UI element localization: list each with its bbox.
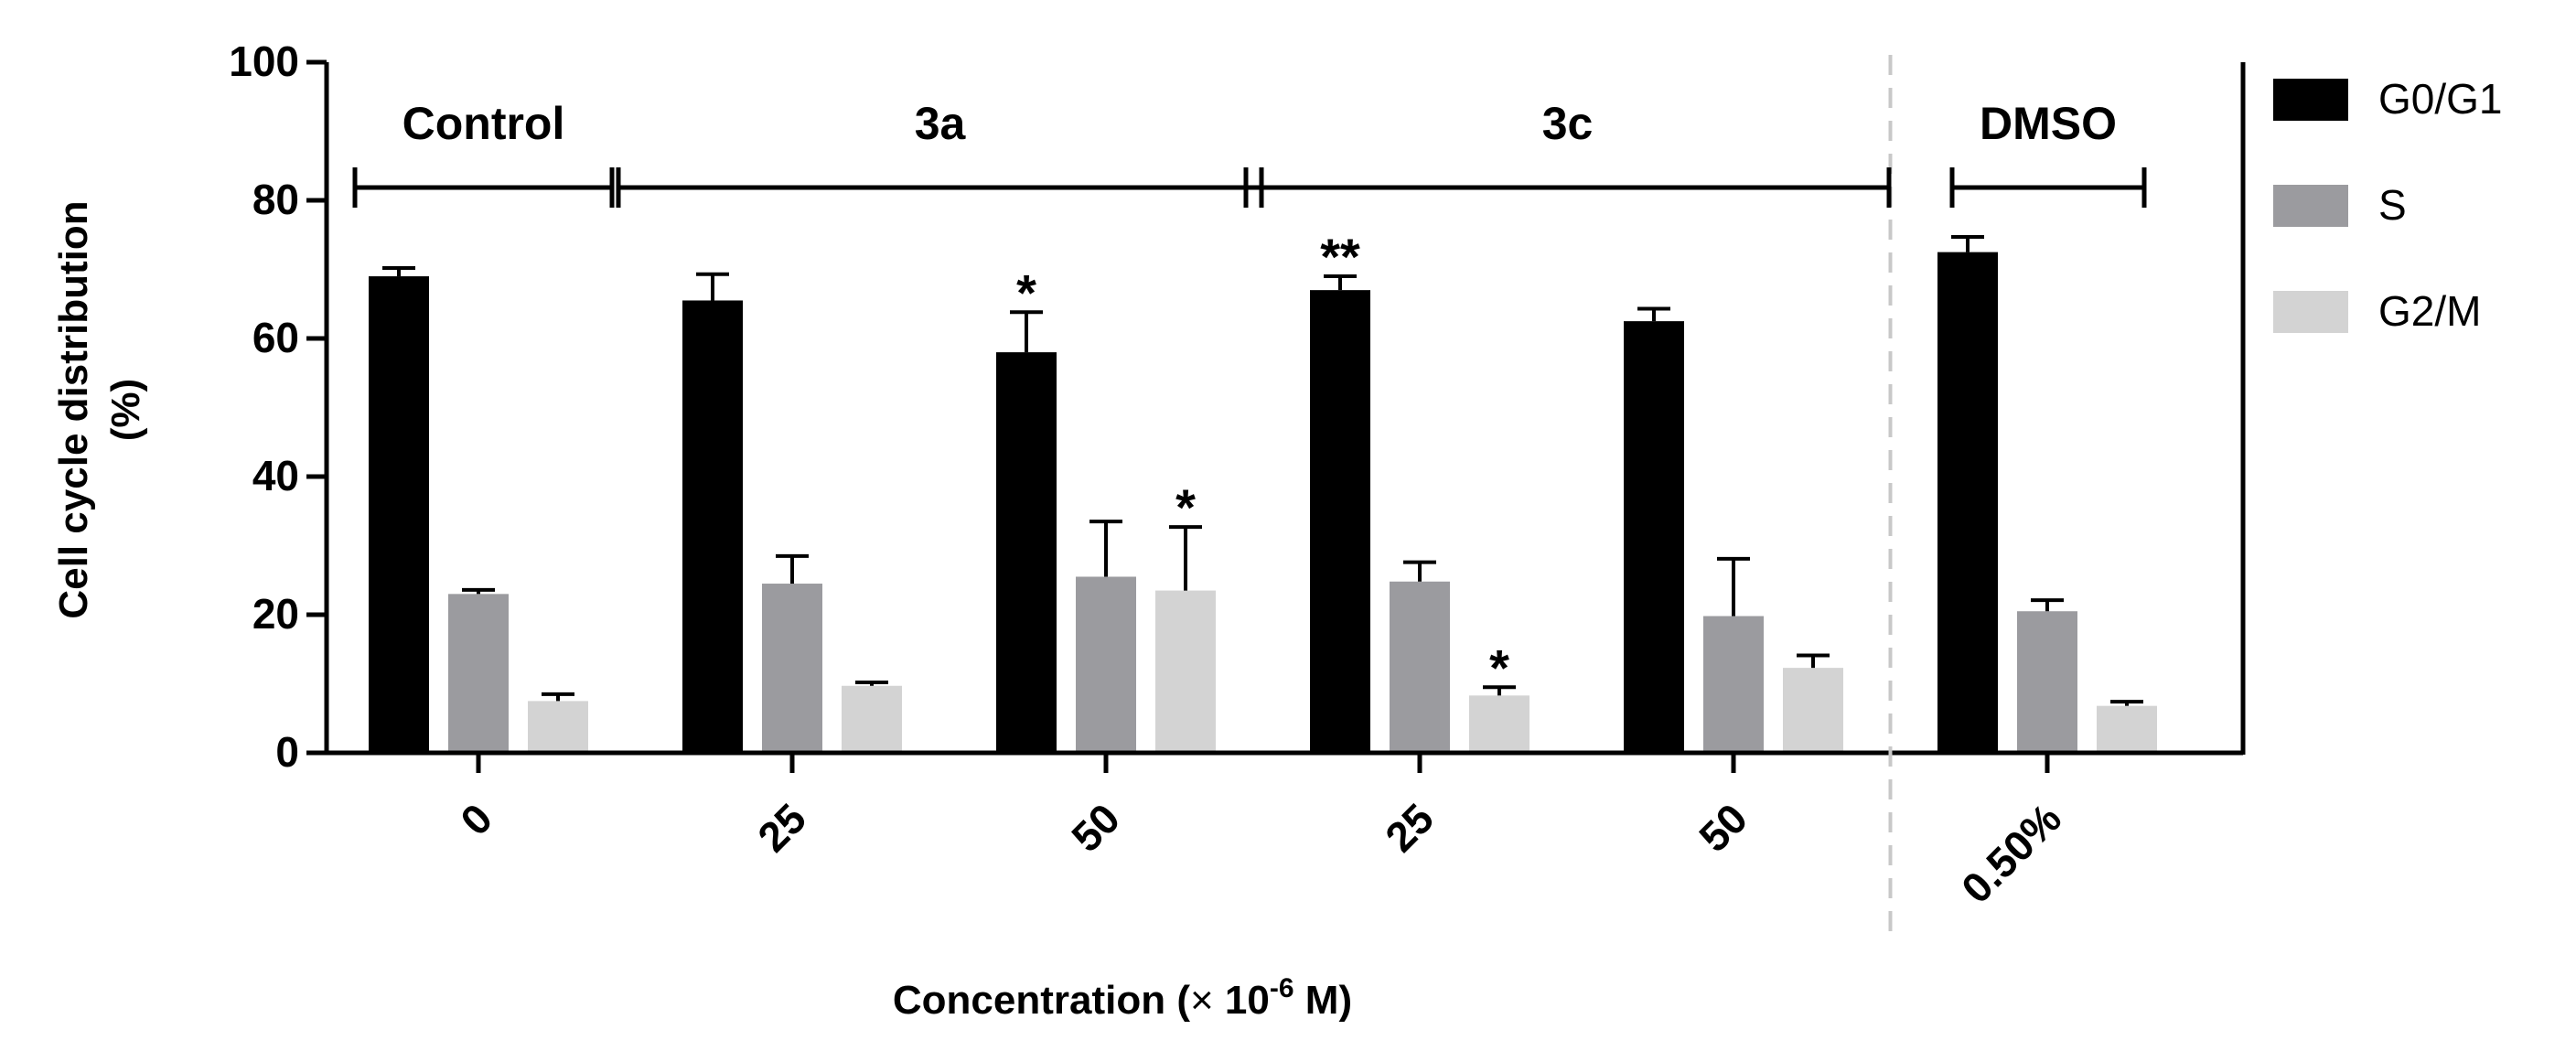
x-tick-label-5: 0.50% [1952, 794, 2070, 912]
y-tick-label-40: 40 [252, 452, 299, 499]
group-bracket-3a: 3a [616, 98, 1264, 208]
error-bars-layer [382, 235, 2143, 706]
bar-g2m-4 [1783, 668, 1843, 753]
error-bar-g2m-0 [542, 692, 574, 702]
group-label-dmso: DMSO [1980, 98, 2117, 149]
y-tick-label-80: 80 [252, 176, 299, 223]
error-bar-g0g1-5 [1951, 235, 1984, 252]
error-bar-s-5 [2031, 598, 2064, 612]
legend-item-g2m: G2/M [2273, 287, 2481, 335]
bar-g2m-1 [842, 685, 902, 753]
significance-marker-3: * [1489, 638, 1509, 696]
bar-s-4 [1703, 616, 1764, 753]
x-axis-label-times: × [1190, 978, 1214, 1023]
legend-item-g0g1: G0/G1 [2273, 75, 2503, 123]
significance-marker-1: * [1175, 478, 1196, 536]
error-bar-g2m-1 [855, 680, 888, 686]
bar-g2m-3 [1469, 695, 1530, 753]
bar-s-0 [448, 594, 509, 753]
bar-g0g1-5 [1937, 252, 1998, 753]
legend-swatch [2273, 291, 2348, 333]
bar-s-1 [762, 584, 822, 753]
error-bar-g0g1-1 [696, 272, 729, 301]
significance-marker-2: ** [1320, 228, 1360, 285]
x-tick-label-4: 50 [1690, 794, 1756, 861]
x-tick-label-1: 25 [748, 794, 815, 861]
error-bar-s-2 [1089, 520, 1122, 577]
y-tick-label-0: 0 [275, 728, 299, 776]
x-tick-label-0: 0 [451, 794, 501, 844]
bar-g2m-5 [2097, 705, 2157, 753]
bar-g0g1-3 [1310, 290, 1370, 753]
y-tick-label-20: 20 [252, 590, 299, 638]
group-bracket-dmso: DMSO [1949, 98, 2147, 208]
error-bar-s-0 [462, 587, 495, 595]
error-bar-g2m-4 [1797, 653, 1830, 669]
legend-swatch [2273, 79, 2348, 121]
significance-marker-0: * [1016, 263, 1036, 321]
x-axis-label-unit: M) [1294, 978, 1353, 1023]
legend-label: G0/G1 [2378, 75, 2503, 123]
error-bar-g0g1-4 [1637, 306, 1670, 322]
bar-g0g1-0 [369, 276, 429, 753]
bars-layer [369, 252, 2157, 753]
group-label-3c: 3c [1542, 98, 1594, 149]
y-tick-label-100: 100 [229, 38, 299, 85]
y-axis-label-line1: Cell cycle distribution [51, 200, 96, 618]
error-bar-g2m-3 [1483, 685, 1516, 696]
bar-g0g1-1 [682, 300, 743, 753]
group-bracket-3c: 3c [1243, 98, 1892, 208]
legend-label: S [2378, 181, 2407, 229]
error-bar-g0g1-0 [382, 265, 415, 277]
error-bar-s-3 [1403, 560, 1436, 582]
x-axis-label-main: Concentration ( [893, 978, 1190, 1023]
legend-item-s: S [2273, 181, 2407, 229]
x-tick-label-3: 25 [1376, 794, 1443, 861]
error-bar-g2m-2 [1169, 525, 1202, 591]
legend-swatch [2273, 185, 2348, 227]
bar-g0g1-2 [996, 352, 1057, 753]
y-tick-label-60: 60 [252, 314, 299, 361]
x-axis-label: Concentration (× 10-6 M) [893, 973, 1352, 1023]
bar-s-2 [1076, 576, 1136, 753]
x-tick-label-2: 50 [1062, 794, 1129, 861]
bar-s-3 [1390, 581, 1450, 753]
legend-label: G2/M [2378, 287, 2481, 335]
y-axis-label-line2: (%) [103, 379, 148, 441]
group-label-3a: 3a [915, 98, 967, 149]
group-bracket-control: Control [352, 98, 615, 208]
error-bar-g2m-5 [2110, 700, 2143, 706]
significance-annotations-layer: ***** [1016, 228, 1509, 696]
group-brackets-layer: Control 3a 3c DMSO [352, 98, 2147, 208]
error-bar-g0g1-3 [1324, 274, 1357, 291]
legend: G0/G1 S G2/M [2273, 75, 2503, 335]
group-label-control: Control [402, 98, 565, 149]
x-axis-label-exponent: -6 [1270, 973, 1294, 1003]
bar-s-5 [2017, 611, 2077, 753]
bar-g2m-0 [528, 701, 588, 753]
bar-g2m-2 [1155, 590, 1216, 753]
bar-g0g1-4 [1624, 321, 1684, 753]
error-bar-s-1 [776, 553, 809, 585]
error-bar-s-4 [1717, 556, 1750, 617]
x-axis-label-ten: 10 [1214, 978, 1270, 1023]
error-bar-g0g1-2 [1010, 310, 1043, 353]
